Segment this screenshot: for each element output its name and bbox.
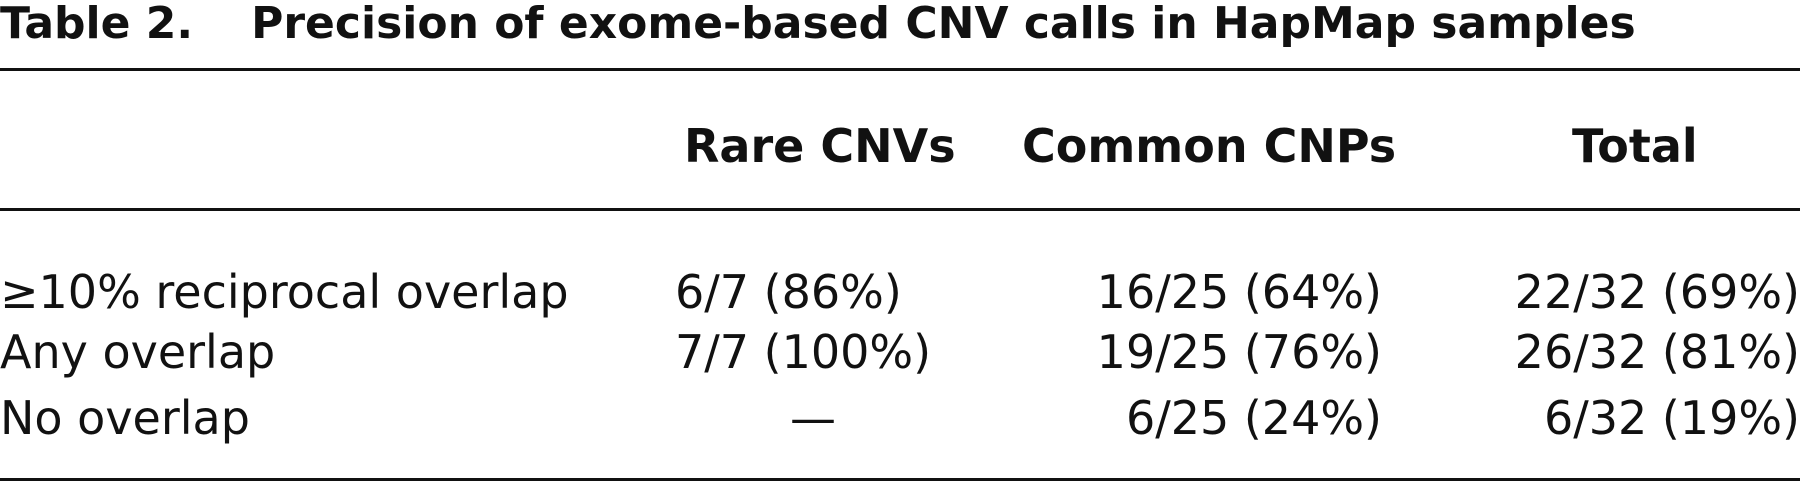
rare-cnvs-value: 6/7 (86%) bbox=[675, 265, 902, 319]
table-row: ≥10% reciprocal overlap 6/7 (86%) 16/25 … bbox=[0, 262, 1800, 322]
table-row: No overlap — 6/25 (24%) 6/32 (19%) bbox=[0, 388, 1800, 448]
row-label: ≥10% reciprocal overlap bbox=[0, 265, 569, 319]
top-rule bbox=[0, 68, 1800, 71]
common-cnps-value: 16/25 (64%) bbox=[1096, 265, 1382, 319]
rare-cnvs-value: 7/7 (100%) bbox=[675, 325, 932, 379]
table-number: Table 2. bbox=[0, 0, 194, 49]
column-header-common-cnps: Common CNPs bbox=[1022, 119, 1397, 173]
rare-cnvs-value: — bbox=[790, 391, 836, 445]
table-title: Table 2. Precision of exome-based CNV cal… bbox=[0, 0, 1636, 62]
column-header-total: Total bbox=[1572, 119, 1698, 173]
total-value: 22/32 (69%) bbox=[1514, 265, 1800, 319]
table-row: Any overlap 7/7 (100%) 19/25 (76%) 26/32… bbox=[0, 322, 1800, 382]
row-label: Any overlap bbox=[0, 325, 276, 379]
row-label: No overlap bbox=[0, 391, 250, 445]
table-caption: Precision of exome-based CNV calls in Ha… bbox=[251, 0, 1636, 49]
common-cnps-value: 19/25 (76%) bbox=[1096, 325, 1382, 379]
column-header-rare-cnvs: Rare CNVs bbox=[684, 119, 956, 173]
header-rule bbox=[0, 208, 1800, 211]
bottom-rule bbox=[0, 478, 1800, 481]
total-value: 26/32 (81%) bbox=[1514, 325, 1800, 379]
common-cnps-value: 6/25 (24%) bbox=[1125, 391, 1382, 445]
total-value: 6/32 (19%) bbox=[1543, 391, 1800, 445]
